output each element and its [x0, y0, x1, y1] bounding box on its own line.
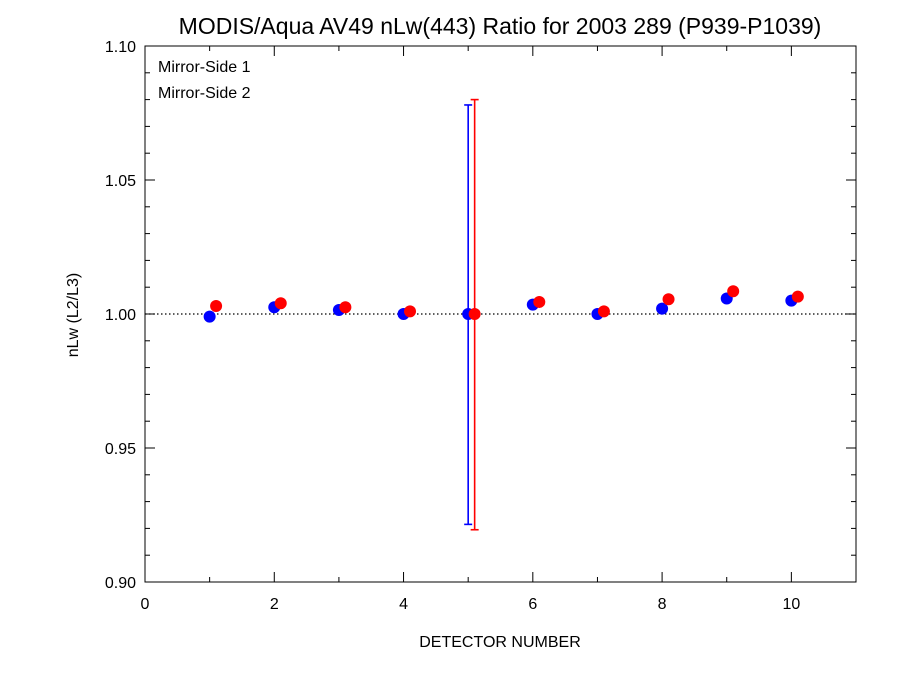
data-point-series-2 — [727, 285, 740, 298]
x-tick-label: 6 — [528, 596, 537, 613]
legend-entry-series-1: Mirror-Side 1 — [158, 59, 251, 76]
y-tick-label: 0.90 — [105, 575, 136, 592]
data-point-series-2 — [210, 299, 223, 312]
data-point-series-2 — [339, 301, 352, 314]
data-point-series-2 — [404, 305, 417, 318]
data-point-series-2 — [468, 308, 481, 320]
data-point-series-2 — [662, 293, 675, 306]
x-tick-label: 10 — [782, 596, 800, 613]
data-point-series-2 — [791, 290, 804, 303]
x-tick-label: 8 — [658, 596, 667, 613]
data-point-series-2 — [533, 295, 546, 308]
data-point-series-1 — [656, 302, 669, 315]
y-tick-label: 1.10 — [105, 39, 136, 56]
x-tick-label: 0 — [141, 596, 150, 613]
chart-title: MODIS/Aqua AV49 nLw(443) Ratio for 2003 … — [179, 13, 822, 39]
data-point-series-2 — [597, 305, 610, 318]
x-tick-label: 2 — [270, 596, 279, 613]
data-point-series-1 — [203, 310, 216, 323]
x-tick-label: 4 — [399, 596, 408, 613]
y-tick-label: 0.95 — [105, 441, 136, 458]
y-tick-label: 1.05 — [105, 173, 136, 190]
legend-entry-series-2: Mirror-Side 2 — [158, 85, 251, 102]
y-axis-label: nLw (L2/L3) — [65, 273, 82, 358]
y-tick-label: 1.00 — [105, 307, 136, 324]
data-point-series-2 — [274, 297, 287, 310]
x-axis-label: DETECTOR NUMBER — [419, 634, 581, 651]
